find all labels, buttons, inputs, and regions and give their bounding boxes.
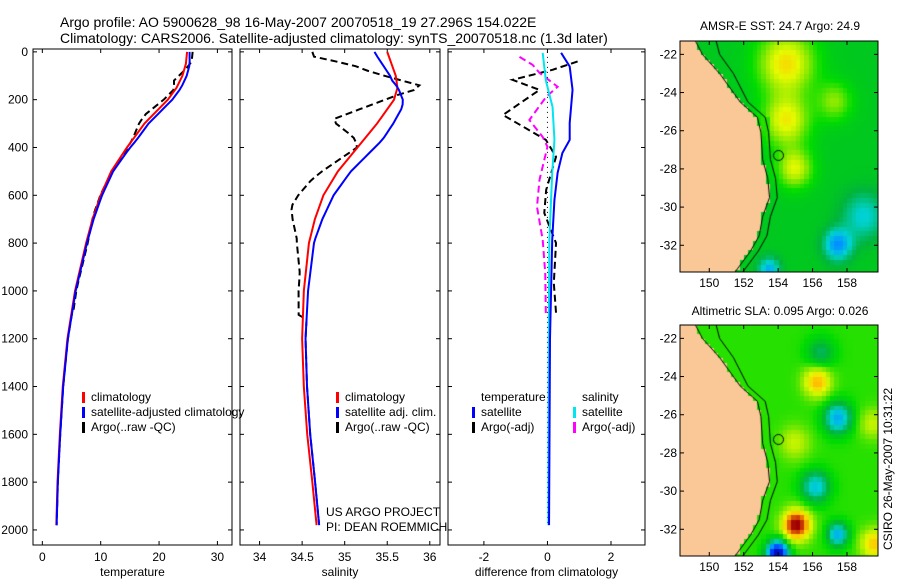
map-lon-label: 158 <box>837 276 857 290</box>
y-tick-label: 800 <box>8 236 28 250</box>
map-lon-label: 158 <box>837 560 857 574</box>
satellite-profile-line <box>55 51 191 526</box>
legend-header-temperature: temperature <box>481 390 546 404</box>
legend-temp-argo: Argo(-adj) <box>481 420 535 434</box>
map-lon-label: 150 <box>699 276 719 290</box>
legend-climatology: climatology <box>345 390 406 404</box>
map-lat-label: -30 <box>660 484 678 498</box>
y-tick-label: 1000 <box>1 284 28 298</box>
argo-swatch <box>82 422 85 433</box>
x-tick-label: 0 <box>544 550 551 564</box>
y-tick-label: 400 <box>8 140 28 154</box>
x-tick-label: 0 <box>39 550 46 564</box>
x-axis-label: difference from climatology <box>475 565 618 579</box>
satellite-swatch <box>573 407 576 418</box>
satellite-swatch <box>336 407 339 418</box>
sst-map-title: AMSR-E SST: 24.7 Argo: 24.9 <box>699 19 861 33</box>
climatology-swatch <box>336 392 339 403</box>
legend-sal-argo: Argo(-adj) <box>582 420 636 434</box>
y-tick-label: 200 <box>8 93 28 107</box>
temperature-satellite-diff-line <box>548 52 574 526</box>
x-tick-label: 10 <box>94 550 108 564</box>
salinity-satellite-diff-line <box>541 52 556 526</box>
x-tick-label: 20 <box>152 550 166 564</box>
map-lon-label: 150 <box>699 560 719 574</box>
satellite-swatch <box>472 407 475 418</box>
plot-title-line1: Argo profile: AO 5900628_98 16-May-2007 … <box>60 14 537 30</box>
map-lon-label: 156 <box>803 560 823 574</box>
climatology-swatch <box>82 392 85 403</box>
map-lat-label: -28 <box>660 162 678 176</box>
x-tick-label: 35 <box>338 550 352 564</box>
legend-satellite: satellite-adjusted climatology <box>91 405 245 419</box>
legend-sal-satellite: satellite <box>582 405 623 419</box>
x-tick-label: 30 <box>211 550 225 564</box>
pi-credit: PI: DEAN ROEMMICH <box>326 520 448 534</box>
panel-frame-0 <box>32 48 233 546</box>
y-tick-label: 0 <box>21 45 28 59</box>
legend-temp-satellite: satellite <box>481 405 522 419</box>
map-lat-label: -32 <box>660 522 678 536</box>
difference-temperature-legend: temperature satellite Argo(-adj) <box>472 390 546 435</box>
temperature-argo-diff-line <box>501 60 578 313</box>
map-lon-label: 152 <box>734 276 754 290</box>
argo-swatch <box>336 422 339 433</box>
argo-profile-line <box>290 51 422 526</box>
map-lat-label: -22 <box>660 331 678 345</box>
legend-climatology: climatology <box>91 390 152 404</box>
salinity-legend: climatology satellite adj. clim. Argo(..… <box>336 390 436 435</box>
project-credit: US ARGO PROJECT <box>326 505 441 519</box>
x-tick-label: 34.5 <box>290 550 314 564</box>
sla-map-title: Altimetric SLA: 0.095 Argo: 0.026 <box>691 304 869 318</box>
timestamp-stamp: CSIRO 26-May-2007 10:31:22 <box>881 387 895 550</box>
y-tick-label: 1800 <box>1 475 28 489</box>
map-lat-label: -24 <box>660 370 678 384</box>
map-lon-label: 154 <box>768 560 788 574</box>
map-lon-label: 152 <box>734 560 754 574</box>
x-tick-label: 35.5 <box>376 550 400 564</box>
map-lat-label: -22 <box>660 47 678 61</box>
map-lat-label: -32 <box>660 238 678 252</box>
x-tick-label: -2 <box>479 550 490 564</box>
map-lat-label: -26 <box>660 124 678 138</box>
difference-salinity-legend: salinity satellite Argo(-adj) <box>573 390 635 435</box>
legend-satellite: satellite adj. clim. <box>345 405 437 419</box>
climatology-profile-line <box>301 51 399 526</box>
panel-frame-1 <box>239 48 441 546</box>
map-lon-label: 154 <box>768 276 788 290</box>
map-lat-label: -26 <box>660 408 678 422</box>
map-lon-label: 156 <box>803 276 823 290</box>
map-lat-label: -28 <box>660 446 678 460</box>
x-tick-label: 36 <box>423 550 437 564</box>
y-tick-label: 1600 <box>1 427 28 441</box>
x-tick-label: 34 <box>253 550 267 564</box>
legend-argo: Argo(..raw -QC) <box>345 420 430 434</box>
map1-frame <box>679 40 879 273</box>
salinity-argo-diff-line <box>518 56 560 317</box>
satellite-profile-line <box>304 51 404 526</box>
plot-title-line2: Climatology: CARS2006. Satellite-adjuste… <box>60 30 608 46</box>
y-tick-label: 1400 <box>1 380 28 394</box>
argo-swatch <box>573 422 576 433</box>
map2-frame <box>679 324 879 557</box>
satellite-swatch <box>82 407 85 418</box>
sst-map-field <box>680 41 878 272</box>
legend-header-salinity: salinity <box>582 390 619 404</box>
temperature-legend: climatology satellite-adjusted climatolo… <box>82 390 244 435</box>
y-tick-label: 2000 <box>1 523 28 537</box>
y-tick-label: 600 <box>8 188 28 202</box>
x-axis-label: temperature <box>100 565 165 579</box>
x-axis-label: salinity <box>322 565 359 579</box>
sla-map-field <box>680 325 878 556</box>
map-lat-label: -24 <box>660 86 678 100</box>
argo-swatch <box>472 422 475 433</box>
x-tick-label: 2 <box>608 550 615 564</box>
y-tick-label: 1200 <box>1 332 28 346</box>
legend-argo: Argo(..raw -QC) <box>91 420 176 434</box>
map-lat-label: -30 <box>660 200 678 214</box>
panel-frame-2 <box>447 48 646 546</box>
